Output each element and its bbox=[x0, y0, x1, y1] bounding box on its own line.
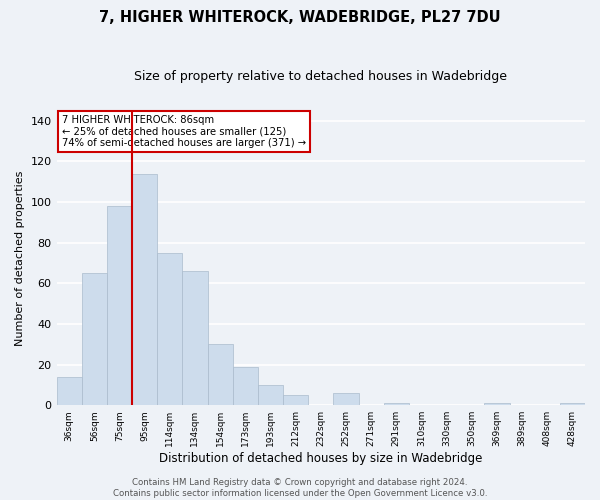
Bar bbox=[560, 403, 585, 405]
Text: Contains HM Land Registry data © Crown copyright and database right 2024.
Contai: Contains HM Land Registry data © Crown c… bbox=[113, 478, 487, 498]
Bar bbox=[107, 206, 132, 405]
Bar bbox=[157, 253, 182, 405]
Y-axis label: Number of detached properties: Number of detached properties bbox=[15, 170, 25, 346]
Bar bbox=[233, 366, 258, 405]
Bar bbox=[484, 403, 509, 405]
Text: 7, HIGHER WHITEROCK, WADEBRIDGE, PL27 7DU: 7, HIGHER WHITEROCK, WADEBRIDGE, PL27 7D… bbox=[99, 10, 501, 25]
Bar bbox=[383, 403, 409, 405]
Bar bbox=[132, 174, 157, 405]
X-axis label: Distribution of detached houses by size in Wadebridge: Distribution of detached houses by size … bbox=[159, 452, 482, 465]
Text: 7 HIGHER WHITEROCK: 86sqm
← 25% of detached houses are smaller (125)
74% of semi: 7 HIGHER WHITEROCK: 86sqm ← 25% of detac… bbox=[62, 115, 306, 148]
Bar bbox=[182, 271, 208, 405]
Bar bbox=[283, 395, 308, 405]
Bar bbox=[82, 273, 107, 405]
Bar bbox=[208, 344, 233, 405]
Bar bbox=[334, 393, 359, 405]
Title: Size of property relative to detached houses in Wadebridge: Size of property relative to detached ho… bbox=[134, 70, 507, 83]
Bar bbox=[258, 385, 283, 405]
Bar bbox=[56, 377, 82, 405]
